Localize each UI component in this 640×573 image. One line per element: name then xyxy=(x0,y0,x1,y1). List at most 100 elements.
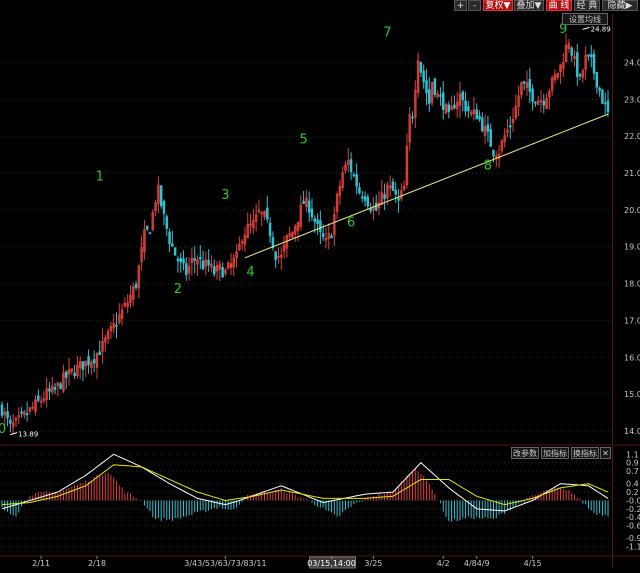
candle-body xyxy=(48,388,51,392)
dea-line xyxy=(1,464,609,506)
candle-body xyxy=(361,196,364,199)
candle-body xyxy=(271,237,275,249)
candle-body xyxy=(542,100,546,106)
candle-body xyxy=(182,258,185,264)
candle-body xyxy=(154,202,157,212)
candle-body xyxy=(120,309,124,319)
candle-body xyxy=(257,210,261,213)
add-indicator-button[interactable]: 加指标 xyxy=(541,447,569,459)
dif-line xyxy=(1,453,609,512)
candle-body xyxy=(221,266,224,278)
candle-body xyxy=(422,70,425,83)
candle-body xyxy=(366,196,370,207)
candle-body xyxy=(53,386,57,390)
date-tick-label: 4/2 xyxy=(437,559,450,568)
candle-body xyxy=(307,200,311,213)
candle-body xyxy=(492,149,495,157)
indicator-panel xyxy=(1,453,609,522)
annotation-arrow xyxy=(582,26,590,30)
candle-body xyxy=(148,232,152,235)
zoom-out-button[interactable]: - xyxy=(468,0,481,11)
candle-body xyxy=(42,398,46,401)
quxian-button[interactable]: 曲 线 xyxy=(546,0,572,11)
fuquan-button[interactable]: 复权▼ xyxy=(483,0,513,11)
switch-indicator-button[interactable]: 换指标 xyxy=(571,447,599,459)
candle-body xyxy=(162,200,166,214)
candle-body xyxy=(509,125,512,128)
zoom-in-button[interactable]: + xyxy=(454,0,467,11)
indicator-tick-label: -1.1 xyxy=(626,543,640,552)
jingdian-button[interactable]: 经 典 xyxy=(574,0,600,11)
change-params-button[interactable]: 改参数 xyxy=(511,447,539,459)
candle-body xyxy=(143,229,146,253)
candle-body xyxy=(224,269,227,274)
candle-body xyxy=(590,54,593,57)
candle-body xyxy=(472,109,476,114)
set-ma-button[interactable]: 设置均线 xyxy=(562,13,608,25)
candle-body xyxy=(70,368,74,372)
candle-body xyxy=(559,64,562,73)
candle-body xyxy=(204,259,208,267)
candle-body xyxy=(243,234,247,245)
candle-body xyxy=(137,265,141,289)
price-tick-label: 20.0 xyxy=(624,206,640,215)
candle-body xyxy=(534,101,537,104)
date-axis: 2/11 2/18 3/43/53/63/73/83/11 03/15,14:00 3/… xyxy=(32,556,542,569)
candle-body xyxy=(226,262,230,269)
candle-body xyxy=(101,340,104,352)
candle-body xyxy=(106,331,110,340)
candle-body xyxy=(330,235,333,239)
candle-body xyxy=(293,226,297,234)
candle-body xyxy=(461,91,465,101)
candle-body xyxy=(411,116,414,119)
candle-body xyxy=(327,233,330,240)
candle-body xyxy=(151,211,155,231)
candle-body xyxy=(439,94,442,97)
support-trendline xyxy=(244,113,609,259)
candle-body xyxy=(369,208,372,212)
candle-body xyxy=(159,185,163,207)
date-tick-label: 3/25 xyxy=(364,559,382,568)
candle-body xyxy=(76,364,79,377)
candle-body xyxy=(115,324,118,327)
candle-body xyxy=(324,237,328,241)
candle-body xyxy=(34,399,37,412)
candle-body xyxy=(414,90,417,118)
close-indicator-icon[interactable]: ✕ xyxy=(600,447,611,459)
diejia-button[interactable]: 叠加▼ xyxy=(514,0,544,11)
candle-body xyxy=(282,244,286,252)
wave-label: 0 xyxy=(0,422,6,437)
candle-body xyxy=(213,266,216,275)
candle-body xyxy=(562,61,565,69)
indicator-tick-label: 1.1 xyxy=(626,450,639,459)
candle-body xyxy=(428,89,431,104)
candle-body xyxy=(190,258,194,263)
candle-body xyxy=(6,411,9,419)
candle-body xyxy=(352,174,356,177)
candle-body xyxy=(514,105,518,119)
candle-body xyxy=(9,419,12,424)
candle-body xyxy=(425,80,428,94)
candle-body xyxy=(201,260,205,270)
candle-body xyxy=(564,45,568,63)
price-annotation: 13.89 xyxy=(18,431,38,439)
candle-body xyxy=(522,81,526,84)
candle-body xyxy=(573,56,576,59)
indicator-tick-label: -0.6 xyxy=(626,522,640,531)
candle-body xyxy=(90,361,93,368)
candle-body xyxy=(500,140,504,152)
candle-body xyxy=(358,187,361,194)
candle-body xyxy=(118,314,121,323)
candle-body xyxy=(28,407,32,412)
candle-body xyxy=(140,247,143,263)
candle-body xyxy=(0,404,4,416)
candle-body xyxy=(374,202,378,211)
date-tick-label: 4/84/9 xyxy=(464,559,490,568)
candle-body xyxy=(274,251,277,261)
candle-body xyxy=(416,60,420,93)
candle-body xyxy=(606,100,610,113)
indicator-tick-label: -0.0 xyxy=(626,496,640,505)
yincang-button[interactable]: 隐藏▶ xyxy=(602,0,638,11)
